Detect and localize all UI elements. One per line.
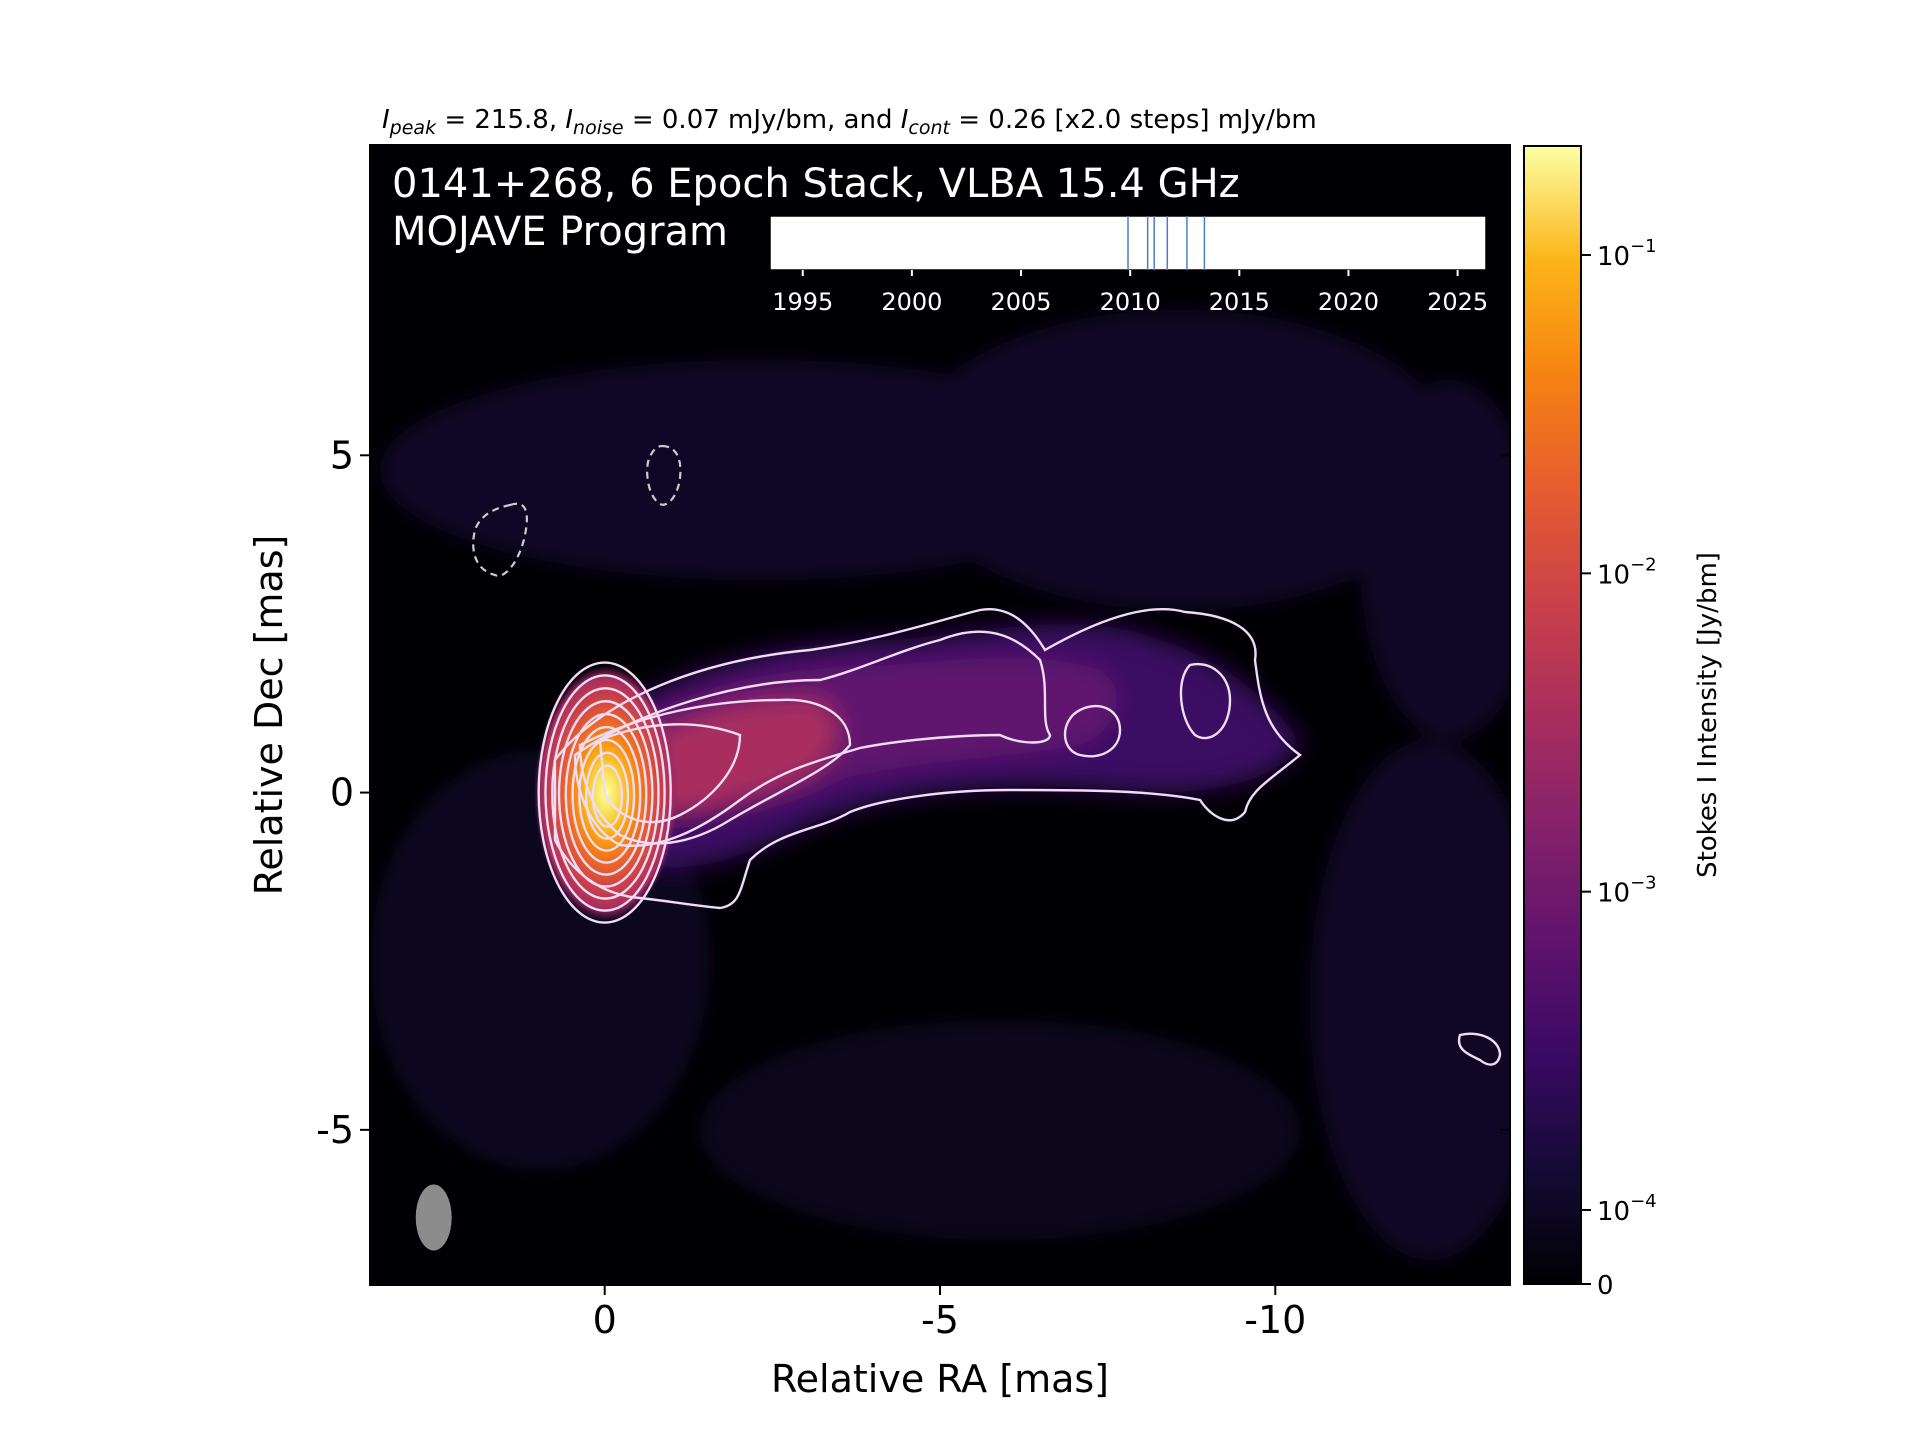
y-axis: 5 0 -5 [316,433,1510,1152]
colorbar-tick-base: 10 [1597,879,1630,909]
colorbar-tick-label: 10−4 [1597,1191,1657,1227]
knot-contour-2 [1179,662,1232,740]
colorbar-tick-label: 10−3 [1597,873,1657,909]
contour-group [537,661,672,924]
stats-part-8: = 0.26 [x2.0 steps] mJy/bm [950,105,1317,135]
x-tick-label: -5 [921,1298,959,1342]
stats-part-3: I [565,105,573,135]
x-axis: 0 -5 -10 [593,145,1306,1342]
stats-part-5: = 0.07 mJy/bm, and [624,105,901,135]
timeline-tick-label: 2000 [881,288,942,316]
core-contour [571,725,642,864]
timeline-tick-label: 1995 [772,288,833,316]
noise-emission [370,310,1510,1260]
colorbar-tick-base: 0 [1597,1271,1614,1301]
x-axis-label: Relative RA [mas] [771,1357,1109,1401]
core-contour [578,738,636,852]
colorbar-gradient [1523,145,1582,1285]
stats-part-6: I [901,105,909,135]
colorbar-tick-label: 0 [1597,1271,1614,1301]
image-title-line1: 0141+268, 6 Epoch Stack, VLBA 15.4 GHz [392,161,1240,207]
contour-3 [578,698,852,845]
stats-part-2: = 215.8, [436,105,565,135]
colorbar-ticks: 10−110−210−310−40 [1581,236,1657,1301]
negative-contour-1 [472,502,528,577]
y-tick-label: 5 [330,433,354,477]
contour-4 [598,723,742,824]
x-tick-label: 0 [593,1298,617,1342]
y-axis-label: Relative Dec [mas] [247,535,291,896]
y-tick-label: 0 [330,771,354,815]
timeline-tick-label: 2005 [990,288,1051,316]
core-contour [591,764,624,828]
core-contour [584,751,630,840]
colorbar-tick-exponent: −1 [1630,236,1657,257]
knot-contour-1 [1063,704,1122,758]
x-tick-label: -10 [1244,1298,1306,1342]
colorbar-tick-exponent: −4 [1630,1191,1657,1212]
colorbar-tick-label: 10−2 [1597,554,1657,590]
core-contour [551,687,660,900]
emission-layer [370,310,1510,1260]
negative-contours [472,444,682,577]
colorbar-tick-exponent: −2 [1630,554,1657,575]
edge-contour [1457,1032,1502,1066]
stats-part-7: cont [908,117,951,139]
timeline-tick-label: 2025 [1427,288,1488,316]
negative-contour-2 [646,444,682,506]
colorbar-tick-label: 10−1 [1597,236,1657,272]
y-tick-label: -5 [316,1108,354,1152]
image-panel: 0 -5 -10 5 0 -5 0141+268, 6 Epoch Stack, VLB… [316,144,1511,1342]
timeline-tick-label: 2020 [1318,288,1379,316]
timeline-tick-label: 2015 [1209,288,1270,316]
epoch-timeline: 1995 2000 2005 2010 2015 2020 2025 [769,215,1488,316]
colorbar-tick-base: 10 [1597,1197,1630,1227]
outer-contour [553,608,1302,910]
core-contour [557,700,654,888]
colorbar-label: Stokes I Intensity [Jy/bm] [1693,552,1723,878]
core-contour [537,661,672,924]
colorbar-tick-base: 10 [1597,242,1630,272]
stats-part-4: noise [573,117,624,139]
image-title-line2: MOJAVE Program [392,209,728,255]
stats-part-1: peak [389,117,437,139]
colorbar: 10−110−210−310−40 Stokes I Intensity [Jy… [1523,145,1723,1301]
colorbar-tick-base: 10 [1597,560,1630,590]
contour-2 [573,630,1052,847]
timeline-tick-label: 2010 [1100,288,1161,316]
core-contour [544,674,666,912]
beam-ellipse [415,1184,452,1251]
jet-emission [620,624,1300,868]
colorbar-tick-exponent: −3 [1630,873,1657,894]
stats-header: Ipeak = 215.8, Inoise = 0.07 mJy/bm, and… [382,105,1317,139]
jet-contours [553,608,1502,1066]
stats-part-0: I [382,105,390,135]
